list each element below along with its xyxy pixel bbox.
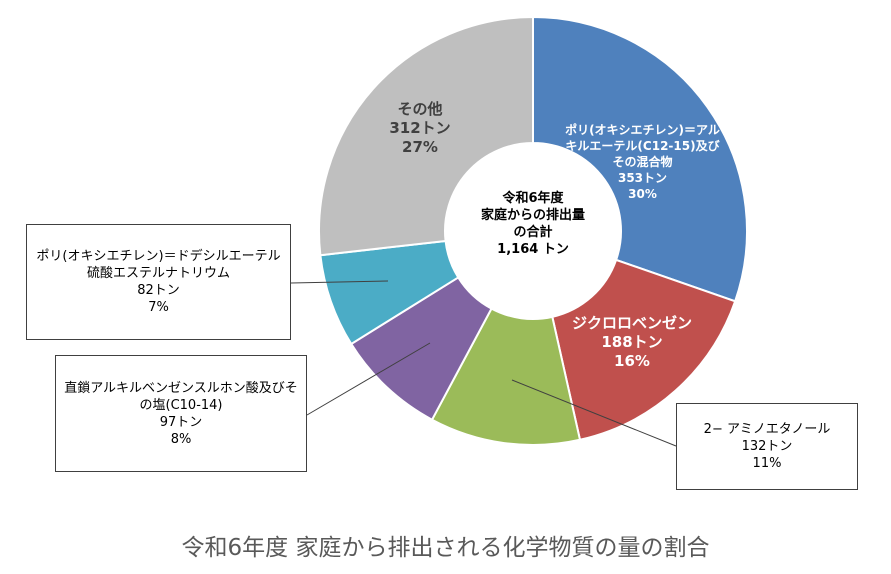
percentage-label: 11% bbox=[752, 456, 782, 471]
data-label: 直鎖アルキルベンゼンスルホン酸及びその塩(C10-14) 97トン 8% bbox=[55, 355, 307, 472]
value-label: 82トン bbox=[137, 283, 180, 298]
percentage-label: 16% bbox=[614, 352, 650, 370]
category-label: ジクロロベンゼン bbox=[571, 314, 692, 332]
center-text: 家庭からの排出量 bbox=[480, 208, 585, 223]
category-label: ポリ(オキシエチレン)＝ドデシルエーテル硫酸エステルナトリウム bbox=[36, 249, 281, 281]
donut-segment bbox=[318, 15, 534, 257]
category-label: その他 bbox=[397, 100, 443, 118]
center-text: 令和6年度 bbox=[502, 191, 564, 206]
leader-line bbox=[306, 342, 431, 416]
leader-line bbox=[511, 379, 677, 447]
value-label: 97トン bbox=[159, 414, 203, 430]
data-label: その他 312トン 27% bbox=[360, 100, 480, 157]
value-label: 353トン bbox=[617, 171, 668, 185]
center-text: の合計 bbox=[513, 225, 553, 240]
data-label: 2− アミノエタノール 132トン 11% bbox=[676, 403, 858, 490]
value-label: 188トン bbox=[601, 333, 663, 351]
value-label: 132トン bbox=[741, 439, 793, 454]
center-label: 令和6年度家庭からの排出量 の合計 1,164 トン bbox=[458, 190, 608, 258]
total-label: 1,164 トン bbox=[497, 242, 569, 257]
donut-segment bbox=[551, 258, 737, 441]
donut-segment bbox=[532, 15, 748, 303]
chart-title: 令和6年度 家庭から排出される化学物質の量の割合 bbox=[181, 535, 710, 561]
leader-line bbox=[290, 280, 389, 284]
percentage-label: 7% bbox=[148, 300, 169, 315]
category-label: ポリ(オキシエチレン)＝アルキルエーテル(C12-15)及びその混合物 bbox=[565, 123, 720, 169]
data-label: ポリ(オキシエチレン)＝アルキルエーテル(C12-15)及びその混合物 353トン… bbox=[560, 122, 725, 202]
data-label: ポリ(オキシエチレン)＝ドデシルエーテル硫酸エステルナトリウム 82トン 7% bbox=[26, 224, 291, 340]
value-label: 312トン bbox=[389, 119, 451, 137]
category-label: 2− アミノエタノール bbox=[703, 422, 831, 437]
percentage-label: 27% bbox=[402, 138, 438, 156]
percentage-label: 8% bbox=[170, 431, 192, 447]
category-label: 直鎖アルキルベンゼンスルホン酸及びその塩(C10-14) bbox=[64, 380, 298, 413]
percentage-label: 30% bbox=[628, 187, 657, 201]
data-label: ジクロロベンゼン 188トン 16% bbox=[562, 314, 702, 371]
